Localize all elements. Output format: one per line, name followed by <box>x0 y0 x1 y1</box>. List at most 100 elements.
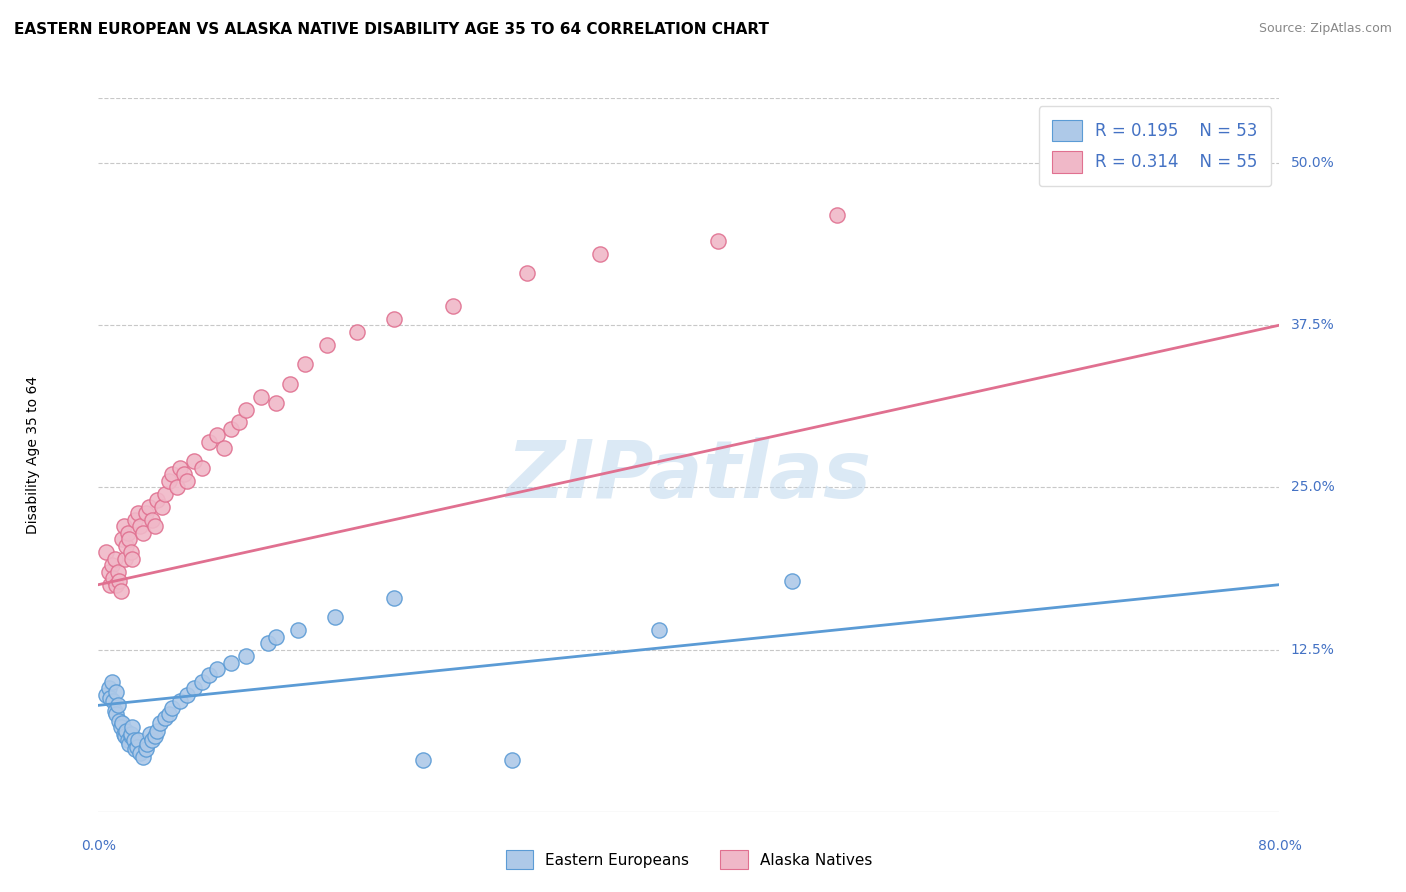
Point <box>169 461 191 475</box>
Point <box>136 737 159 751</box>
Point <box>183 454 205 468</box>
Point <box>287 623 309 637</box>
Point <box>141 733 163 747</box>
Point <box>382 591 405 605</box>
Point <box>139 727 162 741</box>
Point <box>107 698 129 713</box>
Point <box>115 539 138 553</box>
Point <box>107 565 129 579</box>
Point <box>228 416 250 430</box>
Point <box>115 724 138 739</box>
Point <box>132 525 155 540</box>
Point <box>111 716 134 731</box>
Point <box>323 610 346 624</box>
Point <box>143 730 166 744</box>
Point <box>250 390 273 404</box>
Point <box>112 727 135 741</box>
Point <box>111 533 134 547</box>
Point <box>143 519 166 533</box>
Point <box>121 551 143 566</box>
Point <box>219 422 242 436</box>
Point <box>707 234 730 248</box>
Point <box>128 747 150 761</box>
Point <box>100 558 122 573</box>
Point <box>412 753 434 767</box>
Point <box>104 704 127 718</box>
Point <box>98 577 121 591</box>
Point <box>105 707 128 722</box>
Point <box>97 565 120 579</box>
Point <box>515 266 537 280</box>
Point <box>114 730 136 744</box>
Point <box>127 506 149 520</box>
Point <box>120 727 142 741</box>
Text: 50.0%: 50.0% <box>1291 156 1334 170</box>
Text: 37.5%: 37.5% <box>1291 318 1334 332</box>
Text: ZIPatlas: ZIPatlas <box>506 437 872 516</box>
Point <box>205 662 228 676</box>
Point <box>183 681 205 696</box>
Point <box>219 656 242 670</box>
Point <box>589 247 612 261</box>
Point <box>157 474 180 488</box>
Point <box>121 720 143 734</box>
Point <box>501 753 523 767</box>
Point <box>146 724 169 739</box>
Point <box>278 376 302 391</box>
Point <box>118 737 141 751</box>
Text: Source: ZipAtlas.com: Source: ZipAtlas.com <box>1258 22 1392 36</box>
Text: 25.0%: 25.0% <box>1291 481 1334 494</box>
Point <box>294 357 316 371</box>
Point <box>205 428 228 442</box>
Point <box>124 513 146 527</box>
Point <box>264 396 287 410</box>
Point <box>162 701 183 715</box>
Point <box>97 681 120 696</box>
Point <box>122 733 145 747</box>
Point <box>162 467 183 482</box>
Point <box>103 694 125 708</box>
Point <box>120 730 142 744</box>
Point <box>235 402 257 417</box>
Point <box>264 630 287 644</box>
Text: EASTERN EUROPEAN VS ALASKA NATIVE DISABILITY AGE 35 TO 64 CORRELATION CHART: EASTERN EUROPEAN VS ALASKA NATIVE DISABI… <box>14 22 769 37</box>
Point <box>120 545 142 559</box>
Point <box>104 551 127 566</box>
Point <box>105 577 128 591</box>
Point <box>191 461 214 475</box>
Point <box>176 688 198 702</box>
Point <box>110 720 132 734</box>
Point <box>198 668 221 682</box>
Text: 0.0%: 0.0% <box>82 839 115 854</box>
Point <box>166 480 188 494</box>
Point <box>157 707 180 722</box>
Point <box>110 584 132 599</box>
Point <box>198 434 221 449</box>
Legend: Eastern Europeans, Alaska Natives: Eastern Europeans, Alaska Natives <box>499 844 879 875</box>
Point <box>94 688 117 702</box>
Point <box>176 474 198 488</box>
Text: 12.5%: 12.5% <box>1291 642 1334 657</box>
Point <box>108 574 131 588</box>
Point <box>153 487 176 501</box>
Point <box>117 525 139 540</box>
Point <box>441 299 464 313</box>
Point <box>127 733 149 747</box>
Point <box>173 467 195 482</box>
Point <box>191 675 214 690</box>
Point <box>138 500 160 514</box>
Point <box>112 519 135 533</box>
Text: 80.0%: 80.0% <box>1257 839 1302 854</box>
Point <box>94 545 117 559</box>
Point <box>124 742 146 756</box>
Point <box>108 714 131 728</box>
Text: Disability Age 35 to 64: Disability Age 35 to 64 <box>27 376 41 534</box>
Point <box>105 685 128 699</box>
Point <box>135 506 157 520</box>
Point <box>257 636 280 650</box>
Point <box>117 733 139 747</box>
Point <box>146 493 169 508</box>
Point <box>98 690 121 705</box>
Point <box>169 694 191 708</box>
Point <box>149 716 172 731</box>
